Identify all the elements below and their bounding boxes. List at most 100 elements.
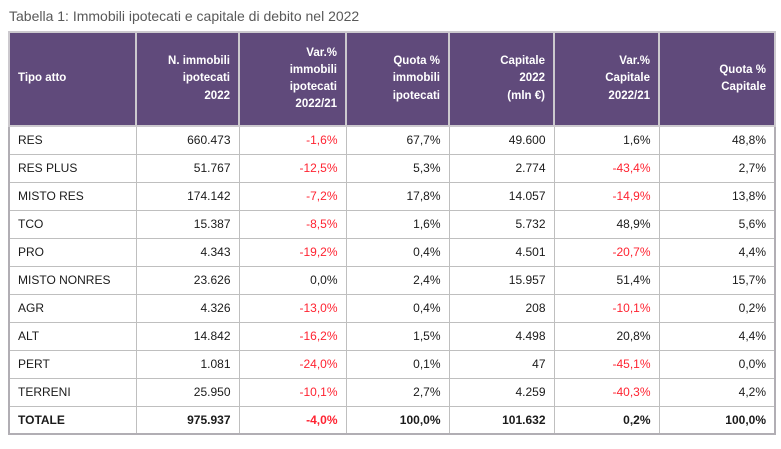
value-cell: 0,1% [345, 349, 450, 379]
value-cell: 17,8% [345, 181, 450, 211]
value-cell: 2,7% [658, 153, 776, 183]
value-cell: 5.732 [448, 209, 555, 239]
value-cell: 1,6% [553, 125, 660, 155]
value-cell: 100,0% [345, 405, 450, 435]
value-cell: 0,2% [658, 293, 776, 323]
value-cell: 4.501 [448, 237, 555, 267]
value-cell: -13,0% [238, 293, 347, 323]
value-cell: 49.600 [448, 125, 555, 155]
value-cell: -40,3% [553, 377, 660, 407]
value-cell: 5,3% [345, 153, 450, 183]
value-cell: -45,1% [553, 349, 660, 379]
row-label-cell: PRO [8, 237, 137, 267]
value-cell: 47 [448, 349, 555, 379]
table-row: TERRENI 25.950 -10,1% 2,7% 4.259 -40,3% 4,2% [8, 377, 776, 407]
value-cell: 0,2% [553, 405, 660, 435]
value-cell: -20,7% [553, 237, 660, 267]
value-cell: -10,1% [238, 377, 347, 407]
value-cell: 14.842 [135, 321, 240, 351]
value-cell: 15,7% [658, 265, 776, 295]
value-cell: 51,4% [553, 265, 660, 295]
value-cell: -16,2% [238, 321, 347, 351]
value-cell: 1,6% [345, 209, 450, 239]
value-cell: 174.142 [135, 181, 240, 211]
value-cell: 660.473 [135, 125, 240, 155]
row-label-cell: TCO [8, 209, 137, 239]
value-cell: 15.957 [448, 265, 555, 295]
row-label-cell: ALT [8, 321, 137, 351]
column-header-var-pct-capitale: Var.% Capitale 2022/21 [553, 31, 660, 127]
value-cell: -12,5% [238, 153, 347, 183]
row-label-cell: MISTO NONRES [8, 265, 137, 295]
row-label-cell: MISTO RES [8, 181, 137, 211]
value-cell: 0,0% [658, 349, 776, 379]
row-label-cell: RES PLUS [8, 153, 137, 183]
value-cell: 0,4% [345, 293, 450, 323]
value-cell: 208 [448, 293, 555, 323]
header-row: Tipo atto N. immobili ipotecati 2022 Var… [8, 31, 776, 127]
row-label-cell: TERRENI [8, 377, 137, 407]
value-cell: 4.259 [448, 377, 555, 407]
table-row: RES PLUS 51.767 -12,5% 5,3% 2.774 -43,4% 2,7% [8, 153, 776, 183]
value-cell: 20,8% [553, 321, 660, 351]
value-cell: -24,0% [238, 349, 347, 379]
value-cell: 48,8% [658, 125, 776, 155]
value-cell: 48,9% [553, 209, 660, 239]
column-header-var-pct-immobili-ipotecati: Var.% immobili ipotecati 2022/21 [238, 31, 347, 127]
value-cell: -10,1% [553, 293, 660, 323]
value-cell: 4.343 [135, 237, 240, 267]
value-cell: 67,7% [345, 125, 450, 155]
value-cell: 15.387 [135, 209, 240, 239]
table-title: Tabella 1: Immobili ipotecati e capitale… [9, 8, 360, 24]
value-cell: 1.081 [135, 349, 240, 379]
column-header-quota-pct-capitale: Quota % Capitale [658, 31, 776, 127]
column-header-capitale-2022: Capitale 2022 (mln €) [448, 31, 555, 127]
value-cell: -7,2% [238, 181, 347, 211]
value-cell: -8,5% [238, 209, 347, 239]
value-cell: 2,7% [345, 377, 450, 407]
value-cell: 2,4% [345, 265, 450, 295]
value-cell: -19,2% [238, 237, 347, 267]
table-header: Tipo atto N. immobili ipotecati 2022 Var… [8, 31, 776, 127]
table-row: PRO 4.343 -19,2% 0,4% 4.501 -20,7% 4,4% [8, 237, 776, 267]
value-cell: 23.626 [135, 265, 240, 295]
value-cell: 101.632 [448, 405, 555, 435]
table-row: PERT 1.081 -24,0% 0,1% 47 -45,1% 0,0% [8, 349, 776, 379]
value-cell: 4,4% [658, 237, 776, 267]
immobili-ipotecati-table: Tipo atto N. immobili ipotecati 2022 Var… [8, 31, 776, 435]
table-row: RES 660.473 -1,6% 67,7% 49.600 1,6% 48,8% [8, 125, 776, 155]
value-cell: 975.937 [135, 405, 240, 435]
row-label-cell: AGR [8, 293, 137, 323]
value-cell: -43,4% [553, 153, 660, 183]
value-cell: 5,6% [658, 209, 776, 239]
row-label-cell: PERT [8, 349, 137, 379]
table-total-row: TOTALE 975.937 -4,0% 100,0% 101.632 0,2% 100,0… [8, 405, 776, 435]
value-cell: 4,4% [658, 321, 776, 351]
value-cell: -14,9% [553, 181, 660, 211]
table-body: RES 660.473 -1,6% 67,7% 49.600 1,6% 48,8% RES P… [8, 125, 776, 435]
value-cell: 0,4% [345, 237, 450, 267]
value-cell: 4.326 [135, 293, 240, 323]
value-cell: -4,0% [238, 405, 347, 435]
column-header-n-immobili-ipotecati: N. immobili ipotecati 2022 [135, 31, 240, 127]
table-row: MISTO RES 174.142 -7,2% 17,8% 14.057 -14,9% 13… [8, 181, 776, 211]
table-row: TCO 15.387 -8,5% 1,6% 5.732 48,9% 5,6% [8, 209, 776, 239]
table-row: MISTO NONRES 23.626 0,0% 2,4% 15.957 51,4% 15,… [8, 265, 776, 295]
value-cell: 100,0% [658, 405, 776, 435]
row-label-cell: TOTALE [8, 405, 137, 435]
value-cell: 4,2% [658, 377, 776, 407]
row-label-cell: RES [8, 125, 137, 155]
value-cell: 0,0% [238, 265, 347, 295]
value-cell: 2.774 [448, 153, 555, 183]
value-cell: 25.950 [135, 377, 240, 407]
table-row: ALT 14.842 -16,2% 1,5% 4.498 20,8% 4,4% [8, 321, 776, 351]
value-cell: -1,6% [238, 125, 347, 155]
column-header-quota-pct-immobili-ipotecati: Quota % immobili ipotecati [345, 31, 450, 127]
value-cell: 14.057 [448, 181, 555, 211]
column-header-tipo-atto: Tipo atto [8, 31, 137, 127]
value-cell: 13,8% [658, 181, 776, 211]
value-cell: 1,5% [345, 321, 450, 351]
table-row: AGR 4.326 -13,0% 0,4% 208 -10,1% 0,2% [8, 293, 776, 323]
value-cell: 51.767 [135, 153, 240, 183]
